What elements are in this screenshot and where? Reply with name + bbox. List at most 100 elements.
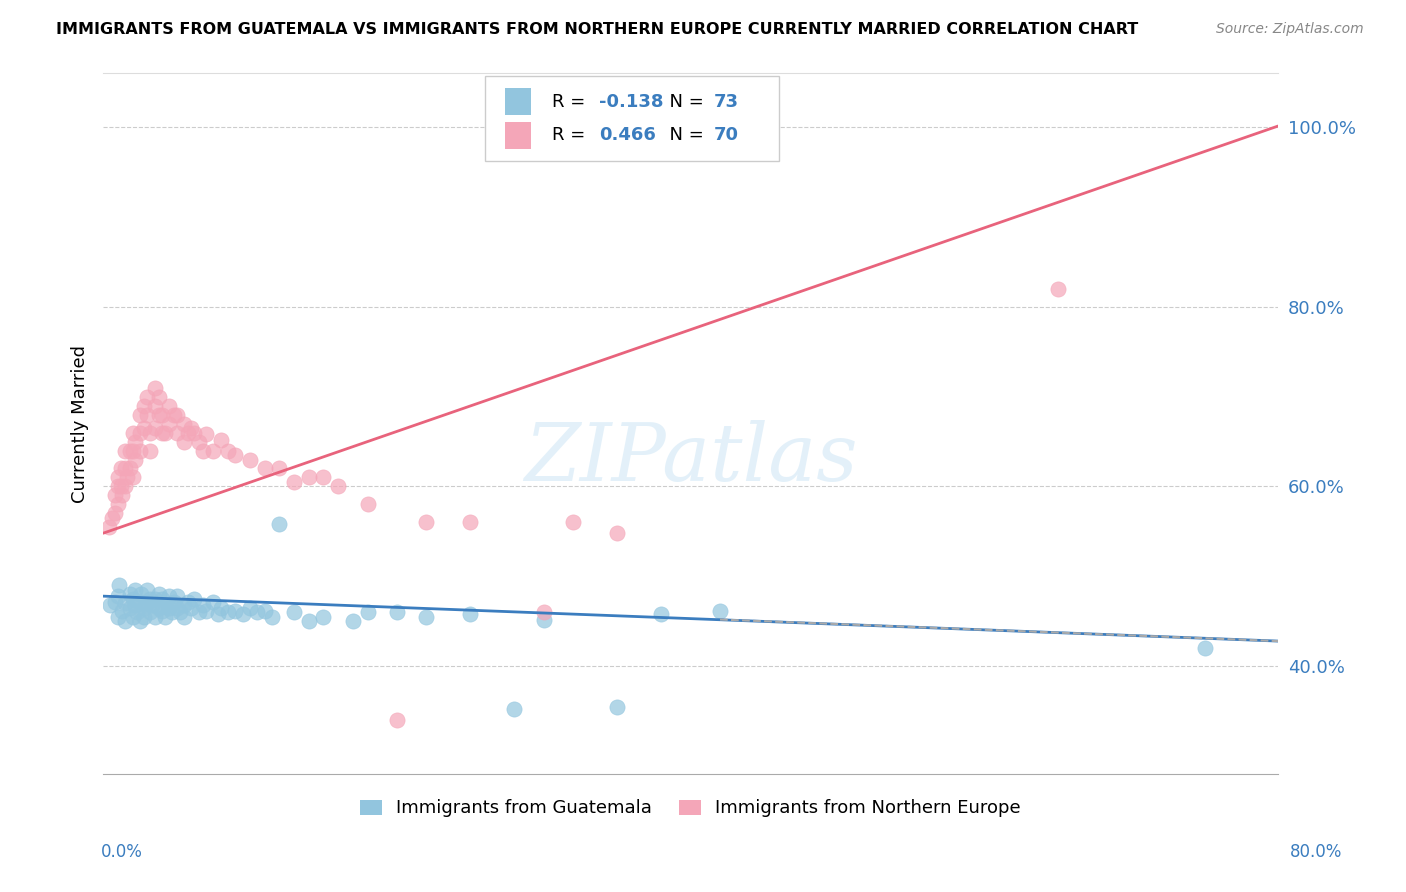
Text: 73: 73 [714, 93, 740, 111]
Point [166, 589, 188, 603]
Point [269, 461, 291, 475]
Point [104, 488, 127, 502]
Legend: Immigrants from Guatemala, Immigrants from Northern Europe: Immigrants from Guatemala, Immigrants fr… [353, 792, 1028, 825]
Point [342, 615, 364, 629]
Point [239, 600, 262, 615]
Point [118, 461, 141, 475]
Point [107, 589, 129, 603]
Point [118, 587, 141, 601]
Point [107, 609, 129, 624]
Y-axis label: Currently Married: Currently Married [72, 344, 89, 502]
Point [125, 605, 148, 619]
Point [157, 417, 180, 431]
Point [194, 427, 217, 442]
Point [157, 589, 180, 603]
Point [157, 600, 180, 615]
Point [207, 607, 229, 621]
Point [180, 421, 202, 435]
Point [283, 475, 305, 489]
Text: N =: N = [658, 93, 709, 111]
Point [139, 443, 162, 458]
Point [111, 603, 134, 617]
Text: R =: R = [553, 127, 591, 145]
Text: 0.0%: 0.0% [101, 843, 143, 861]
FancyBboxPatch shape [505, 88, 531, 115]
Point [460, 607, 482, 621]
FancyBboxPatch shape [485, 77, 779, 161]
Point [298, 615, 321, 629]
Point [128, 615, 150, 629]
Point [118, 443, 141, 458]
Point [143, 399, 166, 413]
Point [312, 609, 335, 624]
Point [121, 609, 143, 624]
Point [136, 390, 159, 404]
Point [128, 443, 150, 458]
Point [232, 607, 254, 621]
Point [104, 594, 127, 608]
Text: 80.0%: 80.0% [1291, 843, 1343, 861]
Point [1194, 641, 1216, 656]
Point [124, 452, 146, 467]
Point [114, 479, 136, 493]
Point [166, 600, 188, 615]
Point [166, 425, 188, 440]
Point [124, 434, 146, 449]
Point [143, 609, 166, 624]
Point [166, 408, 188, 422]
Text: ZIPatlas: ZIPatlas [524, 420, 858, 498]
Point [177, 594, 200, 608]
Point [162, 408, 184, 422]
Point [148, 390, 170, 404]
Text: 0.466: 0.466 [599, 127, 655, 145]
Point [153, 425, 176, 440]
Point [326, 479, 349, 493]
Point [139, 605, 162, 619]
Point [260, 609, 283, 624]
Text: -0.138: -0.138 [599, 93, 664, 111]
Point [128, 408, 150, 422]
Point [162, 594, 184, 608]
Text: 70: 70 [714, 127, 740, 145]
Point [136, 596, 159, 610]
Point [141, 598, 163, 612]
Point [143, 381, 166, 395]
Point [253, 461, 276, 475]
Point [177, 425, 200, 440]
Point [143, 421, 166, 435]
FancyBboxPatch shape [505, 122, 531, 149]
Point [173, 417, 195, 431]
Point [107, 470, 129, 484]
Point [312, 470, 335, 484]
Point [217, 605, 239, 619]
Text: Source: ZipAtlas.com: Source: ZipAtlas.com [1216, 22, 1364, 37]
Point [533, 613, 555, 627]
Point [224, 603, 246, 617]
Point [1046, 282, 1069, 296]
Point [415, 516, 437, 530]
Point [111, 488, 134, 502]
Point [385, 605, 408, 619]
Point [183, 425, 205, 440]
Point [650, 607, 672, 621]
Point [173, 434, 195, 449]
Point [118, 600, 141, 615]
Point [107, 498, 129, 512]
Point [224, 448, 246, 462]
Point [121, 425, 143, 440]
Text: R =: R = [553, 93, 591, 111]
Point [114, 596, 136, 610]
Point [153, 609, 176, 624]
Point [143, 591, 166, 606]
Point [709, 603, 731, 617]
Point [194, 603, 217, 617]
Point [202, 443, 225, 458]
Point [209, 433, 232, 447]
Point [150, 408, 173, 422]
Point [134, 609, 156, 624]
Point [98, 520, 121, 534]
Point [148, 587, 170, 601]
Point [110, 479, 132, 493]
Point [173, 609, 195, 624]
Text: IMMIGRANTS FROM GUATEMALA VS IMMIGRANTS FROM NORTHERN EUROPE CURRENTLY MARRIED C: IMMIGRANTS FROM GUATEMALA VS IMMIGRANTS … [56, 22, 1139, 37]
